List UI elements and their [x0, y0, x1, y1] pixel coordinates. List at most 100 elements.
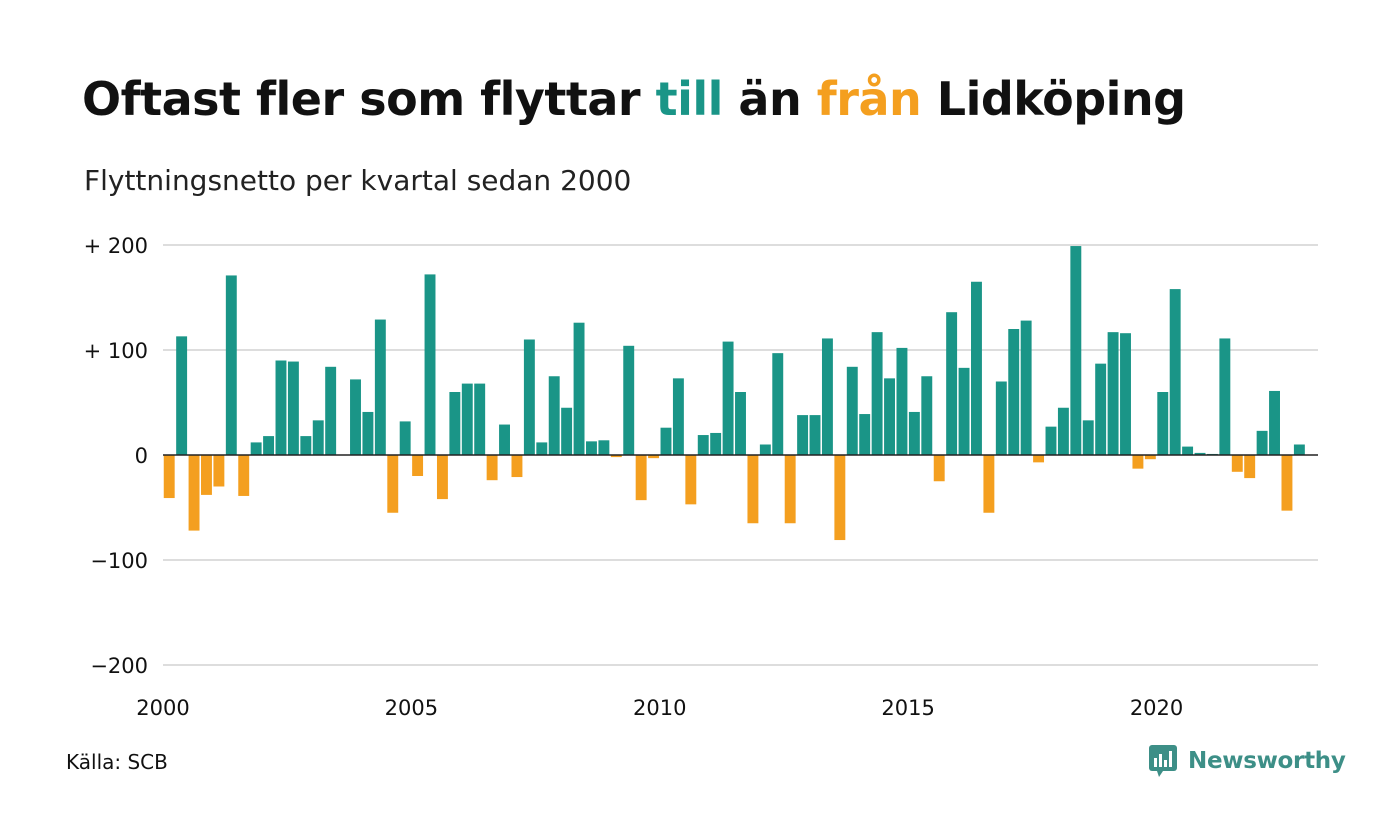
- bar: [995, 381, 1007, 455]
- bar: [201, 455, 212, 495]
- bar: [610, 455, 622, 458]
- bar: [821, 338, 833, 455]
- bar: [871, 332, 883, 455]
- bar: [548, 376, 560, 455]
- x-tick-label: 2005: [385, 696, 438, 720]
- x-tick-label: 2015: [881, 696, 934, 720]
- bar: [1070, 246, 1082, 455]
- bar: [908, 411, 920, 455]
- bar: [362, 411, 374, 455]
- bar: [1107, 332, 1119, 455]
- bar: [499, 424, 510, 455]
- bar: [747, 455, 759, 524]
- y-tick-label: + 100: [84, 339, 148, 363]
- bar: [1293, 444, 1305, 455]
- y-tick-label: 0: [135, 444, 148, 468]
- bar: [1194, 452, 1206, 455]
- bar: [263, 436, 275, 455]
- x-tick-label: 2020: [1130, 696, 1183, 720]
- newsworthy-icon: [1149, 745, 1177, 777]
- bar: [176, 336, 188, 455]
- bar: [1033, 455, 1045, 463]
- bar: [598, 440, 610, 455]
- grid-lines: [163, 244, 1318, 666]
- title-part-1: Oftast fler som flyttar: [82, 72, 656, 126]
- bar: [1045, 426, 1057, 455]
- bar: [946, 312, 958, 455]
- x-tick-label: 2010: [633, 696, 686, 720]
- bar: [325, 366, 337, 455]
- bar: [623, 345, 635, 455]
- bar: [1231, 455, 1243, 472]
- bar: [1095, 363, 1107, 455]
- chart-subtitle: Flyttningsnetto per kvartal sedan 2000: [84, 164, 632, 197]
- y-tick-label: −200: [90, 654, 148, 678]
- title-part-3: än: [722, 72, 817, 126]
- bar: [387, 455, 399, 513]
- bar: [461, 383, 473, 455]
- bar: [1219, 338, 1231, 455]
- bar: [287, 361, 299, 455]
- bar: [213, 455, 225, 487]
- bar: [971, 281, 982, 455]
- bar: [697, 435, 709, 455]
- bar: [449, 392, 461, 455]
- bar: [163, 455, 175, 499]
- bar: [1008, 329, 1020, 455]
- bar: [648, 455, 660, 459]
- x-tick-label: 2000: [136, 696, 189, 720]
- bar: [896, 347, 908, 455]
- bar: [300, 436, 312, 455]
- bar: [1132, 455, 1144, 469]
- bar: [722, 341, 734, 455]
- bar: [424, 274, 436, 455]
- bar: [1144, 455, 1156, 460]
- bar: [275, 360, 287, 455]
- bar: [238, 455, 250, 496]
- bar: [399, 421, 411, 455]
- bar: [809, 415, 821, 455]
- bar: [660, 427, 672, 455]
- bar: [846, 366, 858, 455]
- bar: [834, 455, 846, 541]
- bar: [1169, 289, 1181, 455]
- bar: [772, 353, 784, 455]
- bar: [511, 455, 523, 478]
- bar: [759, 444, 771, 455]
- bar: [486, 455, 498, 481]
- bar: [797, 415, 809, 455]
- bar: [436, 455, 448, 500]
- bar: [412, 455, 424, 476]
- bar: [635, 455, 647, 501]
- bar: [312, 420, 324, 455]
- bar: [1057, 407, 1069, 455]
- bar: [225, 275, 237, 455]
- bar: [1244, 455, 1256, 479]
- bar: [672, 378, 684, 455]
- bar: [561, 407, 573, 455]
- bar: [921, 376, 933, 455]
- bar: [188, 455, 200, 531]
- bar: [586, 441, 597, 455]
- bar: [250, 442, 262, 455]
- bar: [859, 414, 871, 455]
- bar: [1082, 420, 1094, 455]
- bar: [536, 442, 548, 455]
- bar: [1120, 333, 1131, 455]
- bar: [735, 392, 746, 455]
- y-tick-label: + 200: [84, 234, 148, 258]
- bar: [983, 455, 995, 513]
- bar: [958, 367, 970, 455]
- bar: [523, 339, 535, 455]
- bar: [573, 322, 585, 455]
- newsworthy-logo[interactable]: Newsworthy: [1148, 744, 1346, 778]
- bar: [1256, 430, 1268, 455]
- bar: [350, 379, 361, 455]
- bar: [933, 455, 945, 482]
- axes: + 200 + 100 0 −100 −200 2000 2005 2010 2015 2020: [84, 234, 1318, 720]
- source-label: Källa: SCB: [66, 750, 168, 774]
- bar: [1281, 455, 1293, 511]
- bar: [685, 455, 697, 505]
- bar: [474, 383, 486, 455]
